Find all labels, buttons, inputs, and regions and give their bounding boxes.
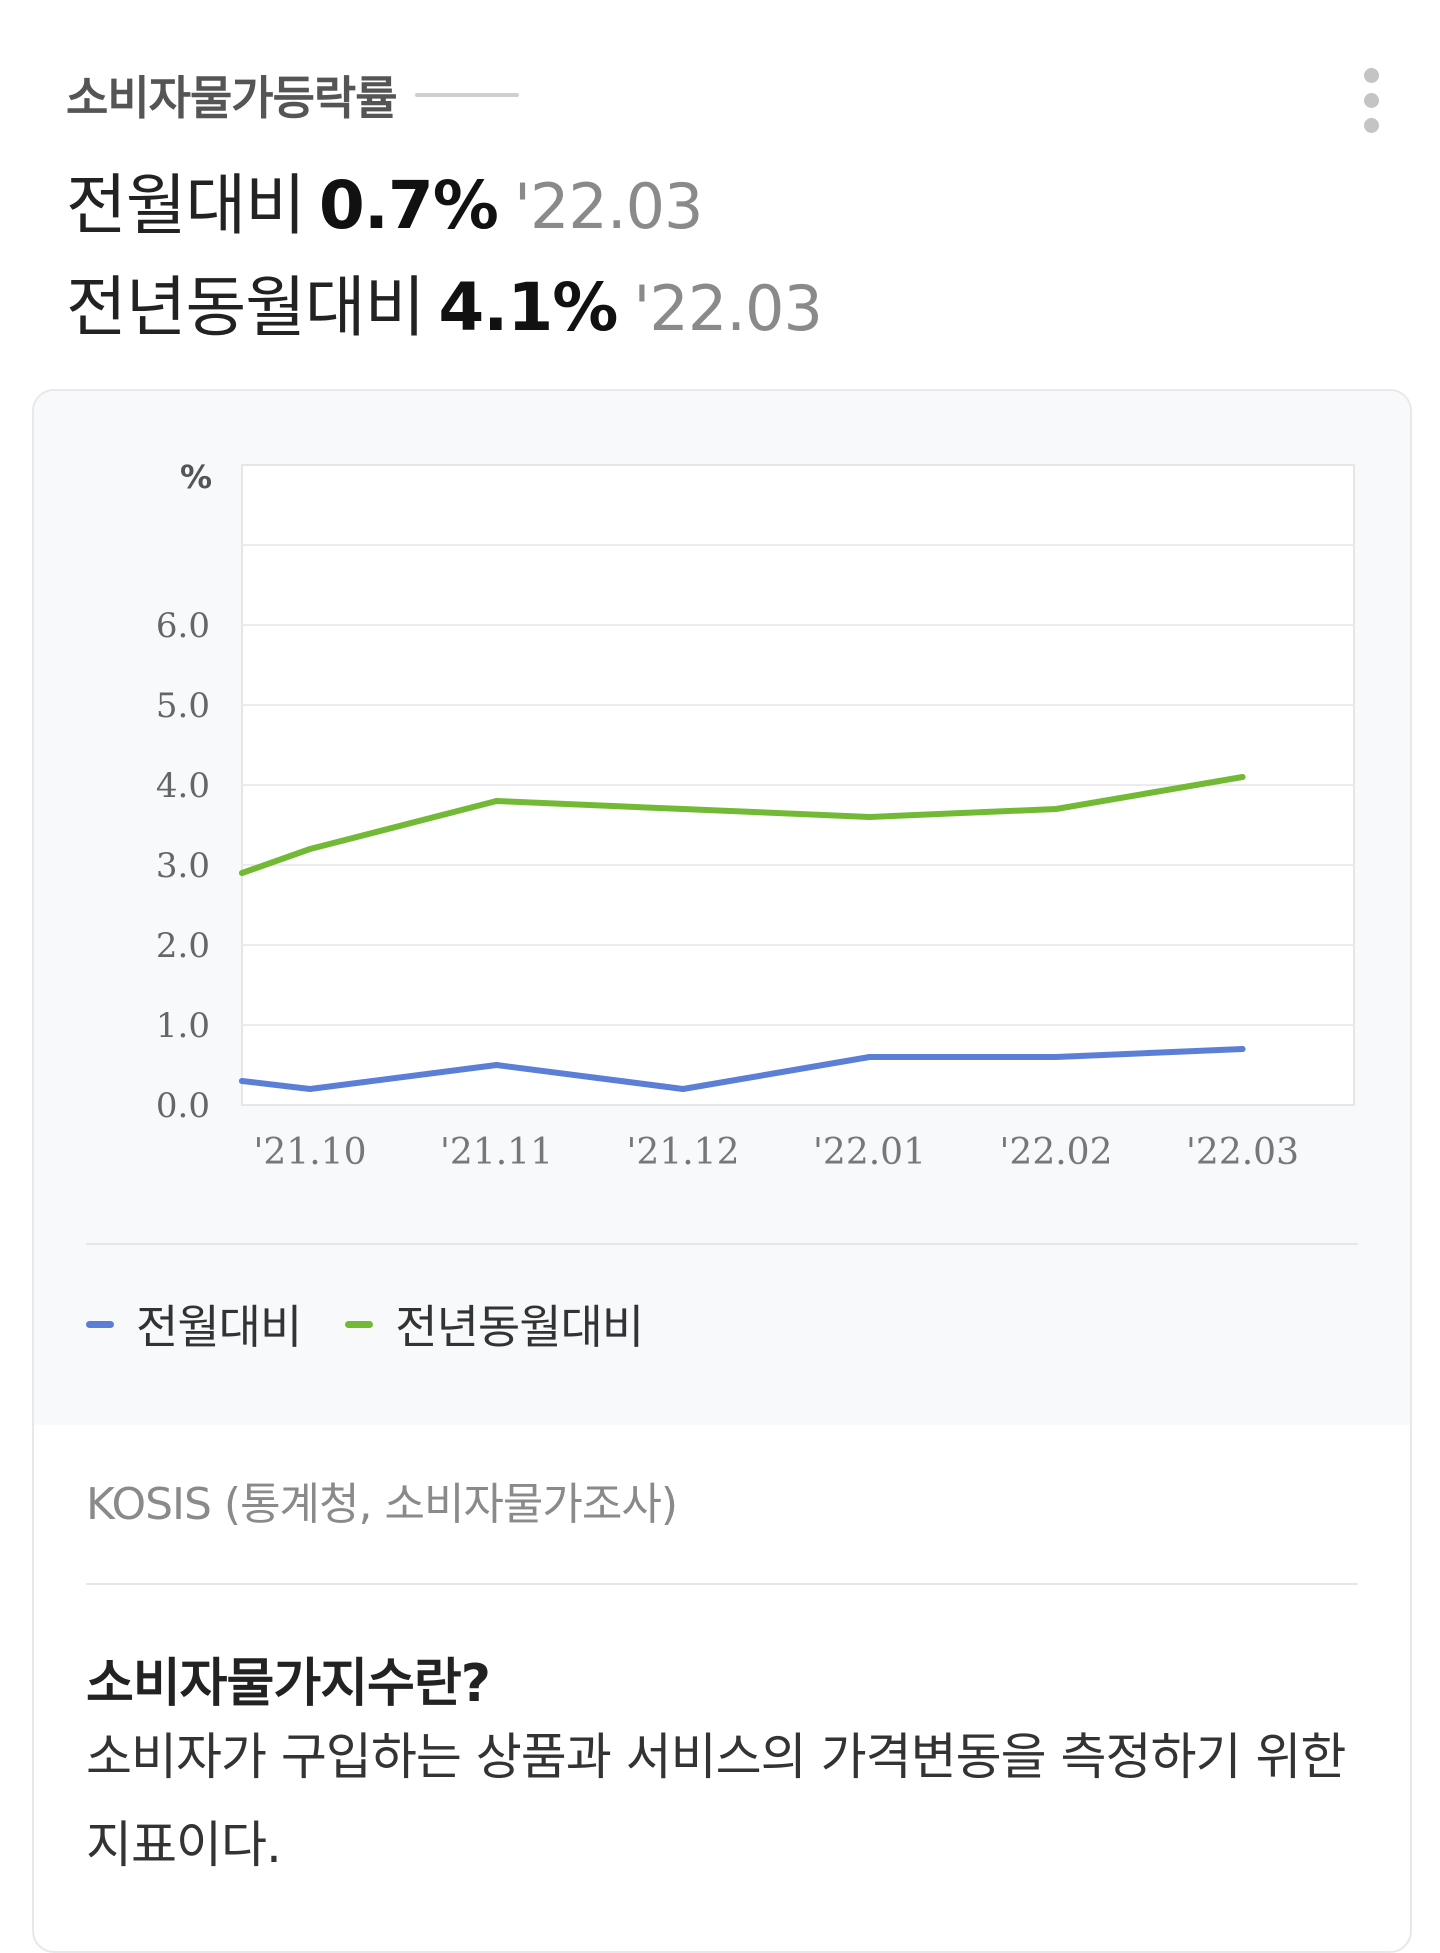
data-point [1239,1046,1246,1052]
mom-stat: 전월대비 0.7% '22.03 [66,152,704,248]
chart-area: % 0.0 1.0 2.0 3.0 4.0 5.0 6.0 '21.10 '21.11 '21.12… [34,391,1410,1425]
y-tick-label: 0.0 [156,1086,210,1126]
x-tick-label: '22.03 [1186,1132,1299,1173]
data-point [680,1086,686,1092]
y-tick-label: 3.0 [156,846,210,886]
x-tick-label: '22.02 [1000,1132,1113,1173]
data-point [1053,806,1059,812]
data-point [493,798,500,804]
source-divider [86,1583,1358,1585]
data-point [1053,1054,1059,1060]
title-divider [414,93,519,97]
line-chart: % 0.0 1.0 2.0 3.0 4.0 5.0 6.0 '21.10 '21.11 '21.12… [156,458,1355,1173]
legend-label-mom: 전월대비 [136,1300,302,1354]
info-description: 소비자가 구입하는 상품과 서비스의 가격변동을 측정하기 위한 지표이다. [86,1728,1346,1874]
data-point [493,1062,500,1068]
yoy-stat: 전년동월대비 4.1% '22.03 [66,254,823,350]
header: 소비자물가등락률 전월대비 0.7% '22.03 전년동월대비 4.1% '22.03 [0,0,1440,360]
legend-swatch-yoy [345,1320,374,1328]
chart-card: % 0.0 1.0 2.0 3.0 4.0 5.0 6.0 '21.10 '21.11 '21.12… [32,389,1412,1953]
y-axis-unit: % [180,458,212,496]
y-tick-label: 2.0 [156,926,210,966]
data-point [307,846,313,852]
legend-item-yoy[interactable]: 전년동월대비 [345,1291,644,1357]
y-tick-label: 4.0 [156,766,210,806]
y-tick-label: 5.0 [156,686,210,726]
mom-value: 0.7% [318,167,499,244]
data-point [866,1054,873,1060]
more-dot [1364,68,1379,83]
more-dot [1364,93,1379,108]
page-title: 소비자물가등락률 [66,71,398,125]
data-point [239,870,245,876]
data-point [307,1086,313,1092]
x-tick-label: '22.01 [813,1132,926,1173]
yoy-date: '22.03 [633,272,823,345]
data-point [680,806,686,812]
data-point [1239,774,1246,780]
x-tick-label: '21.12 [627,1132,740,1173]
legend-divider [86,1243,1358,1245]
more-dot [1364,118,1379,133]
legend-label-yoy: 전년동월대비 [395,1300,644,1354]
data-point [866,814,873,820]
chart-legend: 전월대비 전년동월대비 [86,1291,687,1357]
title-row: 소비자물가등락률 [66,62,519,128]
y-tick-label: 6.0 [156,606,210,646]
yoy-value: 4.1% [438,269,618,346]
data-source: KOSIS (통계청, 소비자물가조사) [86,1479,678,1530]
legend-swatch-mom [86,1320,114,1328]
mom-date: '22.03 [513,170,704,243]
mom-label: 전월대비 [66,167,306,244]
yoy-label: 전년동월대비 [66,269,425,346]
more-vertical-icon[interactable] [1356,64,1388,138]
info-title: 소비자물가지수란? [86,1654,491,1714]
data-point [239,1078,245,1084]
x-tick-label: '21.10 [254,1132,367,1173]
y-tick-label: 1.0 [156,1006,210,1046]
x-tick-label: '21.11 [440,1132,553,1173]
legend-item-mom[interactable]: 전월대비 [86,1291,302,1357]
